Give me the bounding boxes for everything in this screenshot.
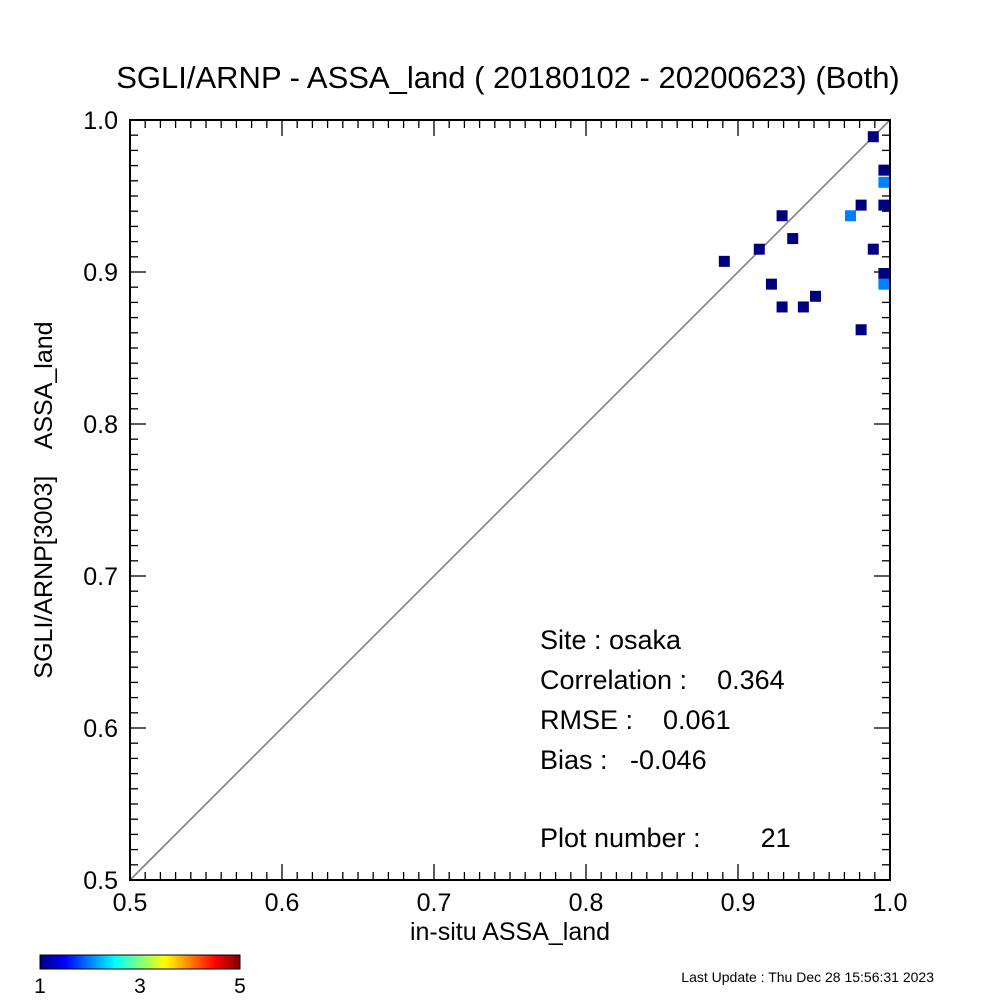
x-tick-label: 0.7 [417, 889, 452, 917]
colorbar-tick-label: 3 [134, 975, 146, 998]
data-point [878, 176, 890, 188]
y-tick-label: 0.5 [83, 867, 118, 895]
x-axis-label: in-situ ASSA_land [410, 918, 610, 946]
data-point [878, 199, 890, 211]
data-point [718, 255, 730, 267]
y-tick-label: 0.8 [83, 411, 118, 439]
y-tick-label: 1.0 [83, 107, 118, 135]
data-point [844, 210, 856, 222]
stats-bias: Bias : -0.046 [540, 745, 707, 775]
data-point [878, 278, 890, 290]
data-point [878, 268, 890, 280]
data-point [797, 301, 809, 313]
data-point [765, 278, 777, 290]
colorbar-tick-label: 1 [34, 975, 46, 998]
data-point [855, 324, 867, 336]
one-to-one-line [129, 119, 891, 881]
data-point [867, 131, 879, 143]
y-tick-label: 0.7 [83, 563, 118, 591]
x-tick-label: 0.6 [265, 889, 300, 917]
chart-title: SGLI/ARNP - ASSA_land ( 20180102 - 20200… [116, 60, 900, 95]
x-tick-label: 1.0 [873, 889, 908, 917]
stats-correlation: Correlation : 0.364 [540, 665, 785, 695]
stats-rmse: RMSE : 0.061 [540, 705, 731, 735]
stats-site: Site : osaka [540, 625, 682, 655]
plot-area: 0.5 0.6 0.7 0.8 0.9 1.0 0.5 0.6 0.7 0.8 0.9 1.0 [83, 107, 907, 917]
x-tick-label: 0.5 [113, 889, 148, 917]
colorbar-tick-label: 5 [234, 975, 246, 998]
last-update-text: Last Update : Thu Dec 28 15:56:31 2023 [681, 969, 934, 985]
colorbar: 1 3 5 [34, 954, 246, 998]
data-point [776, 210, 788, 222]
data-point [776, 301, 788, 313]
y-axis-label: SGLI/ARNP[3003] ASSA_land [30, 321, 58, 678]
stats-block: Site : osaka Correlation : 0.364 RMSE : … [540, 625, 791, 853]
x-tick-label: 0.9 [721, 889, 756, 917]
y-tick-label: 0.9 [83, 259, 118, 287]
stats-plot-number: Plot number : 21 [540, 823, 791, 853]
data-point [787, 233, 799, 245]
data-point [855, 199, 867, 211]
data-point [878, 164, 890, 176]
y-tick-label: 0.6 [83, 715, 118, 743]
data-point [753, 243, 765, 255]
tick-marks [129, 119, 891, 881]
x-tick-label: 0.8 [569, 889, 604, 917]
data-points [718, 131, 890, 336]
data-point [810, 290, 822, 302]
plot-frame [129, 119, 891, 881]
data-point [867, 243, 879, 255]
colorbar-bar [39, 954, 241, 970]
